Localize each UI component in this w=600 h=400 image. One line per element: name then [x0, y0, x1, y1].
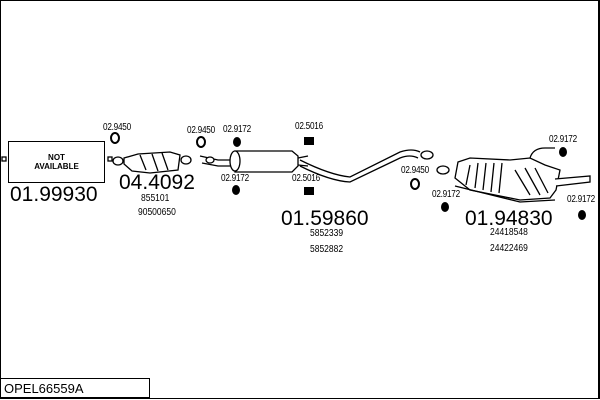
fitting-label: 02.9172 — [221, 173, 249, 184]
fitting-label: 02.5016 — [292, 173, 320, 184]
connector-icon — [107, 156, 113, 162]
part-number: 01.59860 — [281, 207, 369, 230]
rear-silencer-icon — [436, 147, 591, 203]
not-available-line2: AVAILABLE — [34, 162, 79, 171]
fitting-label: 02.9172 — [432, 189, 460, 200]
flange-icon — [420, 150, 434, 160]
part-number: 01.94830 — [465, 207, 553, 230]
oem-ref: 855101 — [141, 193, 170, 204]
rubber-mount-icon — [441, 202, 449, 212]
diagram-code: OPEL66559A — [0, 378, 150, 398]
rubber-ring-icon — [196, 136, 206, 148]
fitting-label: 02.5016 — [295, 121, 323, 132]
part-number: 01.99930 — [10, 183, 98, 206]
oem-ref: 5852882 — [310, 244, 344, 255]
middle-silencer-icon — [199, 150, 309, 173]
rubber-mount-icon — [559, 147, 567, 157]
fitting-label: 02.9450 — [187, 125, 215, 136]
rubber-mount-icon — [233, 137, 241, 147]
oem-ref: 24422469 — [490, 243, 528, 254]
rubber-mount-icon — [232, 185, 240, 195]
rubber-mount-icon — [578, 210, 586, 220]
clamp-icon — [304, 187, 314, 195]
oem-ref: 5852339 — [310, 228, 344, 239]
fitting-label: 02.9172 — [549, 134, 577, 145]
fitting-label: 02.9450 — [401, 165, 429, 176]
rubber-ring-icon — [110, 132, 120, 144]
part-number: 04.4092 — [119, 171, 195, 194]
rubber-ring-icon — [410, 178, 420, 190]
oem-ref: 90500650 — [138, 207, 176, 218]
fitting-label: 02.9172 — [223, 124, 251, 135]
not-available-box: NOT AVAILABLE — [8, 141, 105, 183]
not-available-line1: NOT — [48, 153, 65, 162]
intermediate-pipe-icon — [299, 149, 421, 183]
fitting-label: 02.9172 — [567, 194, 595, 205]
fitting-label: 02.9450 — [103, 122, 131, 133]
connector-icon — [1, 156, 7, 162]
clamp-icon — [304, 137, 314, 145]
oem-ref: 24418548 — [490, 227, 528, 238]
catalytic-converter-icon — [112, 151, 192, 174]
